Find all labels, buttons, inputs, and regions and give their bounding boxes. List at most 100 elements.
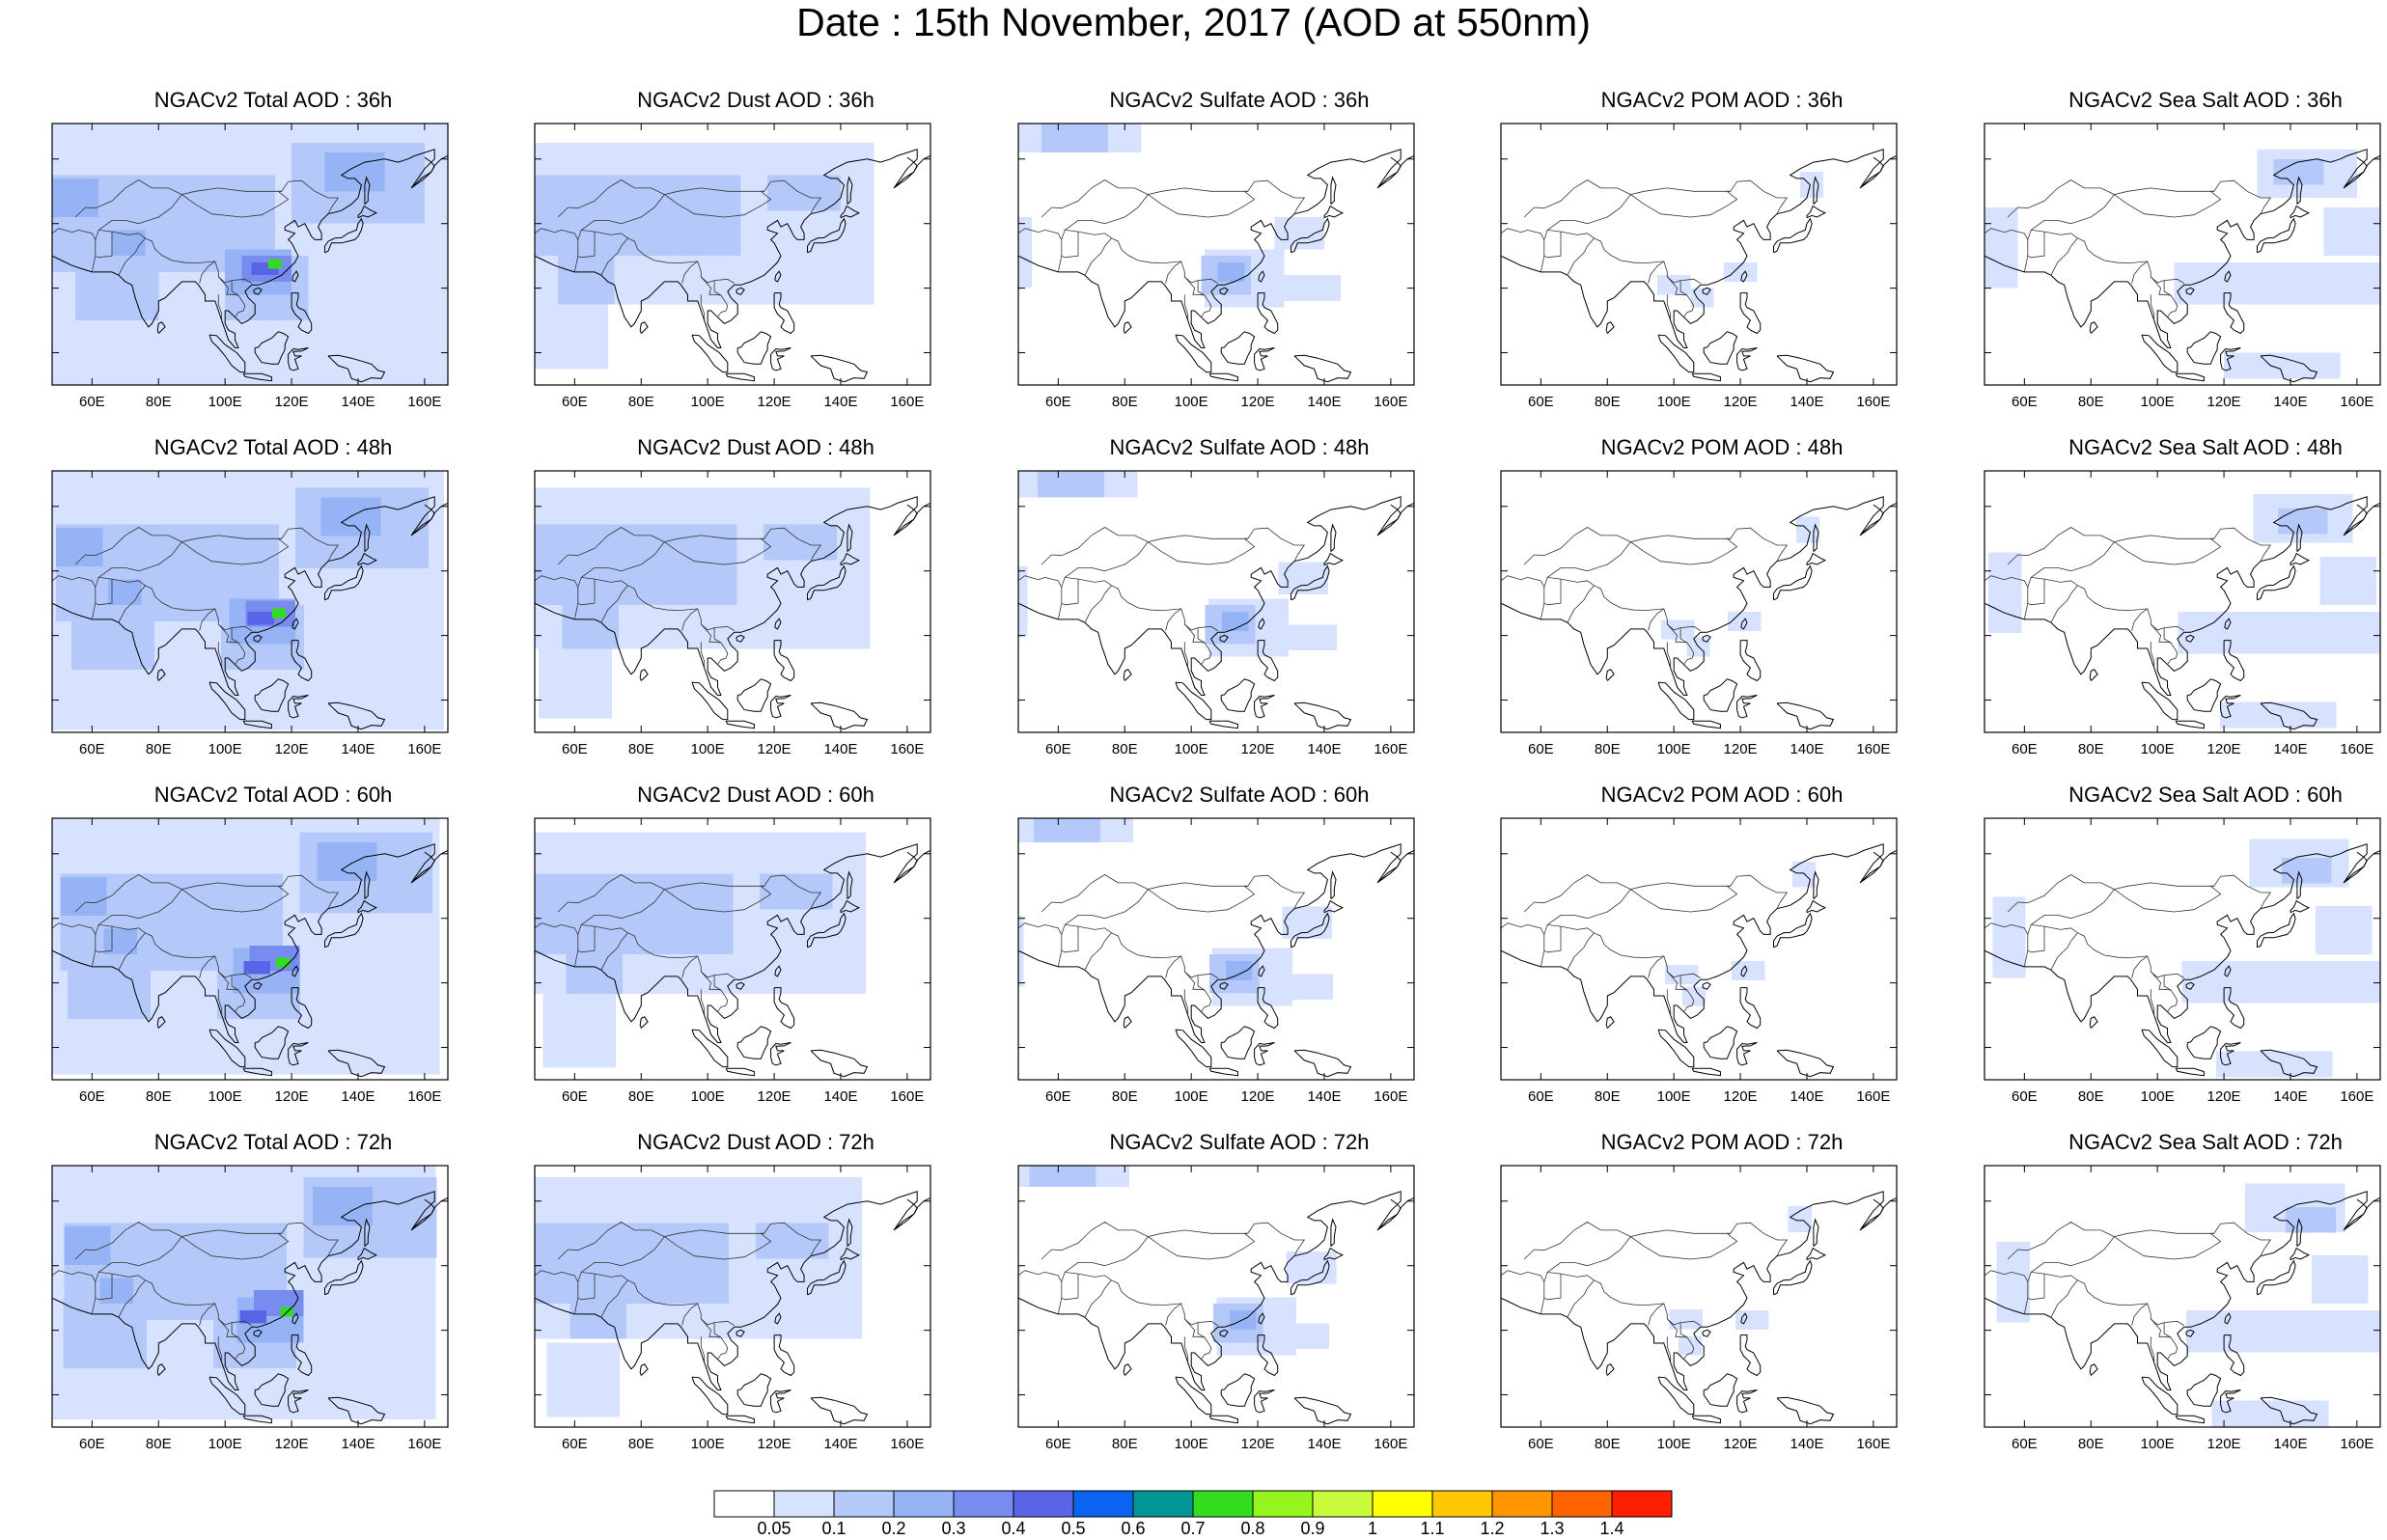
coastline bbox=[1739, 292, 1762, 335]
country-border bbox=[580, 874, 822, 925]
aod-field bbox=[2219, 701, 2337, 729]
coastline bbox=[1258, 1312, 1265, 1325]
country-border bbox=[1543, 1274, 1562, 1301]
aod-field bbox=[2178, 611, 2380, 654]
aod-field bbox=[767, 175, 841, 211]
country-border bbox=[138, 233, 252, 284]
coastline bbox=[1702, 287, 1711, 295]
country-border bbox=[1183, 642, 1189, 669]
panel-title: NGACv2 Sulfate AOD : 36h bbox=[1109, 88, 1370, 112]
coastline bbox=[2224, 965, 2232, 977]
colorbar-swatch bbox=[1611, 1490, 1673, 1518]
panel-title: NGACv2 Dust AOD : 60h bbox=[637, 783, 874, 807]
lon-tick-label: 80E bbox=[1595, 741, 1621, 757]
country-border bbox=[1104, 580, 1218, 631]
panel-title: NGACv2 POM AOD : 72h bbox=[1600, 1130, 1844, 1154]
country-border bbox=[573, 923, 622, 967]
coastline bbox=[840, 205, 861, 219]
country-border bbox=[1018, 1270, 1063, 1282]
coastline bbox=[1175, 1029, 1212, 1068]
lon-tick-label: 160E bbox=[1374, 394, 1407, 410]
coastline bbox=[1985, 1191, 2380, 1390]
country-border bbox=[1648, 261, 1665, 284]
coastline bbox=[1739, 640, 1762, 682]
panel-title: NGACv2 Dust AOD : 72h bbox=[637, 1130, 874, 1154]
country-border bbox=[1183, 294, 1189, 321]
lon-tick-label: 100E bbox=[1175, 1088, 1208, 1105]
map-plot: 60N40N20N060E80E100E120E140E160E bbox=[1984, 470, 2381, 757]
country-border bbox=[217, 276, 246, 317]
panel-title: NGACv2 Sulfate AOD : 72h bbox=[1109, 1130, 1370, 1154]
lon-tick-label: 80E bbox=[146, 741, 172, 757]
coastline bbox=[1703, 331, 1738, 365]
country-border bbox=[535, 575, 579, 588]
coastline bbox=[2296, 870, 2303, 899]
country-border bbox=[1064, 179, 1306, 231]
coastline bbox=[291, 618, 299, 630]
coastline bbox=[691, 681, 729, 721]
country-border bbox=[1985, 228, 2029, 240]
map-panel-sulfate-48h: NGACv2 Sulfate AOD : 48h60N40N20N060E80E… bbox=[1013, 434, 1466, 777]
country-border bbox=[1104, 927, 1218, 978]
coastline bbox=[1985, 496, 2380, 696]
aod-field bbox=[542, 993, 617, 1068]
coastline bbox=[1330, 1218, 1337, 1247]
country-border bbox=[1666, 989, 1672, 1016]
lon-tick-label: 160E bbox=[2340, 394, 2373, 410]
country-border bbox=[1523, 1222, 1631, 1260]
coastline bbox=[1501, 496, 1897, 696]
map-plot: 60N40N20N060E80E100E120E140E160E bbox=[534, 123, 931, 410]
aod-field bbox=[2181, 960, 2380, 1004]
country-border bbox=[1165, 261, 1182, 284]
aod-field bbox=[1988, 552, 2022, 633]
aod-field bbox=[60, 876, 107, 917]
country-border bbox=[2030, 527, 2272, 578]
panel-title: NGACv2 POM AOD : 36h bbox=[1600, 88, 1844, 112]
lon-tick-label: 60E bbox=[2012, 741, 2038, 757]
country-border bbox=[1501, 1270, 1545, 1282]
country-border bbox=[1183, 971, 1212, 1012]
country-border bbox=[97, 179, 340, 231]
coastline bbox=[2224, 270, 2232, 283]
lon-tick-label: 80E bbox=[628, 1088, 654, 1105]
aod-field bbox=[566, 945, 623, 995]
coastline bbox=[1739, 1334, 1762, 1377]
coastline bbox=[1219, 634, 1229, 643]
panel-title: NGACv2 Total AOD : 48h bbox=[153, 435, 393, 459]
coastline bbox=[1291, 217, 1330, 254]
colorbar-swatch bbox=[1491, 1490, 1553, 1518]
colorbar-label: 0.1 bbox=[821, 1519, 847, 1538]
coastline bbox=[324, 912, 364, 949]
colorbar-label: 1.4 bbox=[1599, 1519, 1624, 1538]
coastline bbox=[736, 981, 745, 990]
coastline bbox=[774, 965, 782, 977]
country-border bbox=[2131, 1303, 2149, 1326]
country-border bbox=[1587, 1275, 1701, 1326]
lon-tick-label: 80E bbox=[628, 394, 654, 410]
lon-tick-label: 100E bbox=[691, 394, 725, 410]
country-border bbox=[1183, 989, 1189, 1016]
coastline bbox=[2223, 1334, 2245, 1377]
colorbar-label: 0.3 bbox=[941, 1519, 966, 1538]
country-border bbox=[138, 1275, 252, 1326]
lon-tick-label: 120E bbox=[758, 741, 791, 757]
aod-field bbox=[2316, 906, 2373, 955]
aod-field bbox=[1225, 960, 1253, 980]
lon-tick-label: 160E bbox=[2340, 741, 2373, 757]
country-border bbox=[700, 276, 729, 317]
aod-field bbox=[539, 644, 612, 719]
coastline bbox=[1219, 287, 1229, 295]
coastline bbox=[327, 1049, 386, 1078]
lon-tick-label: 100E bbox=[2141, 741, 2175, 757]
country-border bbox=[1666, 642, 1672, 669]
coastline bbox=[1293, 1396, 1352, 1425]
panel-title: NGACv2 Sea Salt AOD : 72h bbox=[2068, 1130, 2343, 1154]
country-border bbox=[1567, 585, 1595, 623]
lon-tick-label: 120E bbox=[2207, 1436, 2241, 1452]
lon-tick-label: 60E bbox=[1528, 1436, 1554, 1452]
aod-field bbox=[2211, 1400, 2329, 1427]
country-border bbox=[2163, 280, 2172, 296]
coastline bbox=[1703, 1373, 1738, 1407]
country-border bbox=[1197, 1322, 1206, 1338]
country-border bbox=[1648, 608, 1665, 631]
